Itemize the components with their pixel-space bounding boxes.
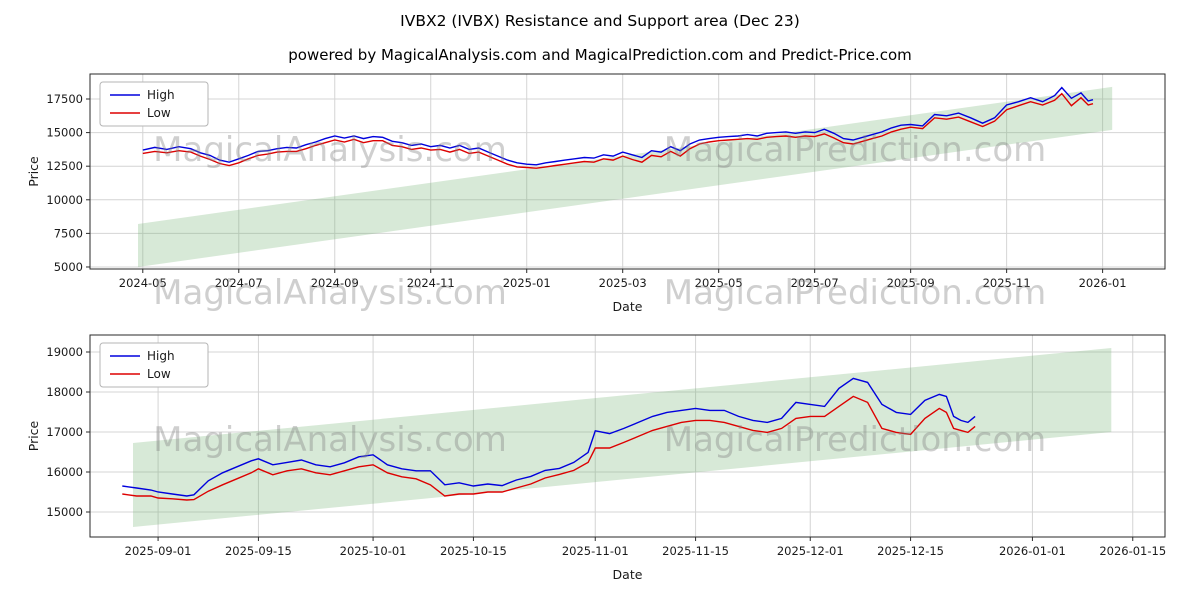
legend-label: Low (147, 106, 171, 120)
x-tick-label: 2025-09-01 (125, 544, 192, 558)
y-tick-label: 15000 (46, 126, 83, 140)
x-tick-label: 2025-03 (599, 276, 647, 290)
x-tick-label: 2025-12-15 (877, 544, 944, 558)
y-tick-label: 10000 (46, 193, 83, 207)
support-resistance-band (133, 348, 1112, 527)
high-series-line (122, 377, 976, 497)
y-axis-label: Price (26, 420, 41, 451)
chart-subtitle: powered by MagicalAnalysis.com and Magic… (288, 46, 912, 64)
x-tick-label: 2025-11-15 (662, 544, 729, 558)
legend-box (99, 81, 209, 127)
x-tick-label: 2026-01-15 (1099, 544, 1166, 558)
x-tick-label: 2025-12-01 (777, 544, 844, 558)
axes-frame (89, 73, 1166, 270)
y-tick-label: 7500 (54, 226, 83, 240)
y-tick-label: 5000 (54, 260, 83, 274)
x-tick-label: 2024-05 (119, 276, 167, 290)
x-tick-label: 2025-10-01 (340, 544, 407, 558)
y-tick-label: 15000 (46, 505, 83, 519)
x-tick-label: 2025-11 (983, 276, 1031, 290)
y-tick-label: 19000 (46, 345, 83, 359)
y-axis-label: Price (26, 156, 41, 187)
x-tick-label: 2025-07 (791, 276, 839, 290)
y-tick-label: 12500 (46, 159, 83, 173)
top-price-chart: 2024-05 2024-07 2024-09 2024-11 2025-01 2025-… (26, 73, 1166, 314)
legend-box (99, 342, 209, 388)
x-tick-label: 2025-10-15 (440, 544, 507, 558)
y-tick-label: 17000 (46, 425, 83, 439)
x-axis-label: Date (613, 567, 643, 582)
x-tick-label: 2026-01-01 (999, 544, 1066, 558)
y-tick-label: 16000 (46, 465, 83, 479)
legend-label: Low (147, 367, 171, 381)
support-resistance-band (138, 86, 1113, 268)
x-tick-label: 2025-09-15 (225, 544, 292, 558)
axes-frame (89, 334, 1166, 538)
y-tick-label: 17500 (46, 92, 83, 106)
legend-label: High (147, 349, 175, 363)
x-tick-label: 2025-05 (695, 276, 743, 290)
y-tick-label: 18000 (46, 385, 83, 399)
x-tick-label: 2025-01 (503, 276, 551, 290)
legend-label: High (147, 88, 175, 102)
x-tick-label: 2025-09 (887, 276, 935, 290)
chart-title: IVBX2 (IVBX) Resistance and Support area… (400, 12, 800, 30)
bottom-price-chart: 2025-09-01 2025-09-15 2025-10-01 2025-10-15… (26, 334, 1166, 582)
x-axis-label: Date (613, 299, 643, 314)
x-tick-label: 2024-11 (407, 276, 455, 290)
x-tick-label: 2026-01 (1079, 276, 1127, 290)
low-series-line (142, 92, 1094, 169)
low-series-line (122, 395, 976, 501)
x-tick-label: 2024-09 (311, 276, 359, 290)
x-tick-label: 2024-07 (215, 276, 263, 290)
high-series-line (142, 86, 1094, 166)
x-tick-label: 2025-11-01 (562, 544, 629, 558)
